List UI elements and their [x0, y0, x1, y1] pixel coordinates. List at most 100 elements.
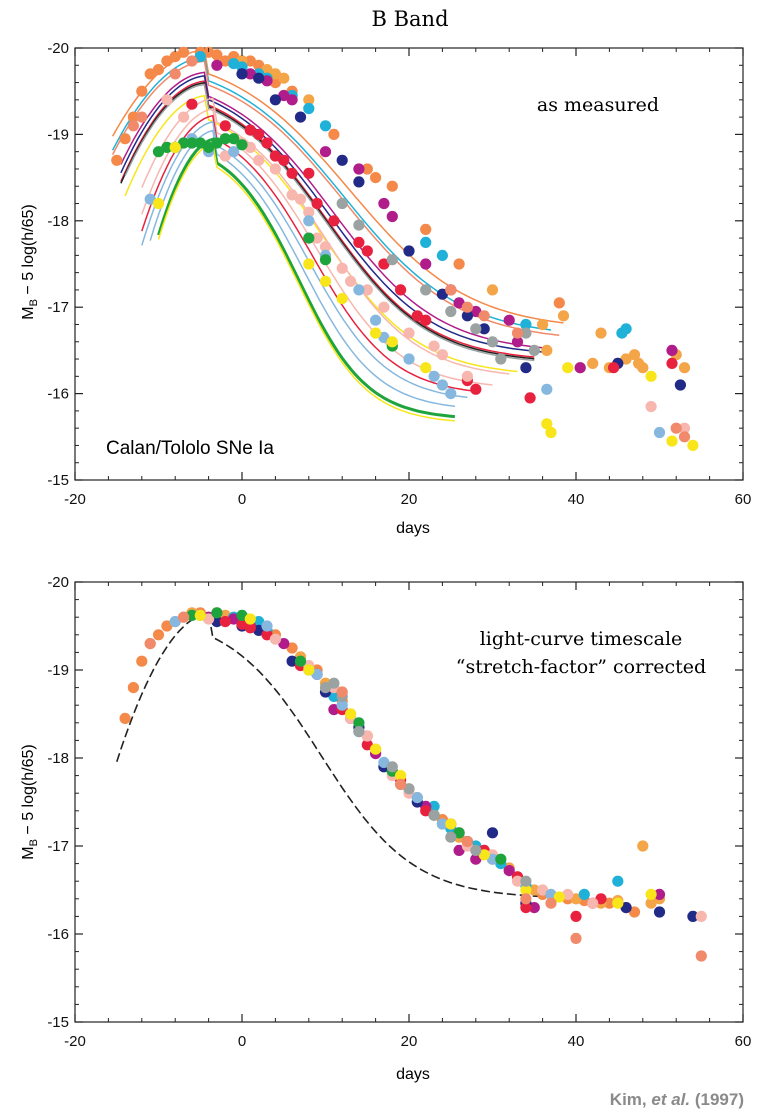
bottom-data-point	[403, 783, 415, 795]
top-data-point	[420, 314, 432, 326]
bottom-y-axis-label-main: M	[20, 846, 37, 859]
top-data-point	[228, 133, 240, 145]
top-data-point	[674, 379, 687, 391]
top-data-point	[620, 323, 632, 335]
bottom-data-point	[286, 655, 298, 667]
top-data-point	[319, 120, 332, 132]
top-data-point	[136, 111, 148, 123]
top-data-point	[144, 68, 156, 80]
bottom-data-point	[261, 620, 273, 632]
bottom-data-point	[520, 884, 532, 896]
bottom-data-point	[194, 609, 206, 622]
bottom-data-point	[486, 827, 499, 839]
top-data-point	[461, 310, 473, 322]
top-data-point	[353, 284, 365, 296]
top-y-tick-label: -15	[47, 472, 69, 489]
top-y-axis-label-main: M	[20, 306, 37, 319]
top-data-point	[278, 72, 290, 84]
top-data-point	[420, 258, 432, 270]
top-y-tick-label: -18	[47, 213, 69, 230]
bottom-y-tick-label: -18	[47, 750, 69, 767]
top-data-point	[453, 297, 465, 309]
top-data-point	[420, 284, 432, 296]
top-data-point	[445, 305, 457, 318]
top-data-point	[524, 392, 536, 404]
top-data-point	[520, 362, 532, 374]
bottom-data-point	[336, 686, 348, 698]
bottom-y-tick-label: -17	[47, 838, 69, 855]
top-data-point	[303, 206, 315, 218]
top-data-point	[461, 301, 473, 313]
top-data-point	[470, 383, 482, 395]
top-data-point	[319, 275, 332, 287]
top-data-point	[311, 232, 323, 244]
top-data-point	[152, 197, 165, 210]
top-template-curves	[111, 49, 564, 422]
top-data-point	[345, 275, 357, 287]
top-data-point	[653, 426, 666, 439]
bottom-data-point	[445, 831, 457, 843]
bottom-data-point	[470, 844, 482, 857]
bottom-data-point	[119, 712, 131, 725]
bottom-data-point	[294, 655, 307, 667]
top-data-point	[541, 383, 553, 395]
bottom-data-point	[528, 884, 540, 896]
top-data-point	[461, 370, 473, 382]
bottom-data-point	[620, 902, 632, 914]
bottom-x-tick-label: 0	[238, 1033, 246, 1050]
top-data-point	[211, 59, 223, 71]
bottom-data-point	[428, 809, 440, 821]
bottom-data-point	[144, 638, 156, 650]
top-data-point	[353, 219, 365, 231]
top-data-point	[428, 370, 440, 382]
bottom-data-point	[695, 910, 707, 923]
top-data-point	[470, 323, 482, 335]
bottom-data-point	[645, 897, 657, 909]
bottom-data-point	[428, 800, 440, 813]
top-data-point	[557, 310, 570, 322]
bottom-y-tick-label: -19	[47, 662, 69, 679]
bottom-data-point	[328, 704, 340, 716]
top-data-point	[361, 163, 373, 175]
top-data-point	[169, 51, 181, 63]
top-data-point	[319, 254, 332, 266]
top-data-point	[144, 193, 156, 205]
top-data-point	[453, 258, 465, 270]
top-data-point	[486, 336, 499, 348]
bottom-data-point	[136, 655, 148, 667]
bottom-data-point	[687, 910, 699, 923]
top-data-point	[537, 318, 549, 331]
bottom-y-tick-label: -15	[47, 1014, 69, 1031]
top-data-point	[269, 163, 281, 175]
top-y-axis-label-sub: B	[28, 299, 40, 306]
top-data-point	[136, 85, 148, 97]
top-data-point	[178, 46, 190, 58]
bottom-axis-ticks: -20 0 20 40 60 -20 -19 -18 -17 -16 -15	[47, 574, 751, 1050]
credit-year: (1997)	[695, 1090, 744, 1109]
top-y-axis-label: MB − 5 log(h/65)	[20, 204, 40, 319]
top-data-point	[186, 98, 198, 110]
bottom-data-point	[169, 616, 181, 628]
top-data-point	[378, 197, 390, 210]
top-data-point	[386, 336, 398, 348]
top-y-axis-label-rest: − 5 log(h/65)	[20, 204, 37, 299]
credit: Kim, et al. (1997)	[610, 1090, 744, 1109]
bottom-y-tick-label: -16	[47, 926, 69, 943]
top-y-tick-label: -19	[47, 126, 69, 143]
top-data-point	[219, 133, 231, 145]
top-y-tick-label: -17	[47, 299, 69, 316]
top-data-point	[620, 353, 632, 365]
top-data-point	[403, 245, 415, 257]
top-data-point	[303, 258, 315, 270]
bottom-y-axis-label-sub: B	[28, 839, 40, 846]
top-panel: -20 0 20 40 60 -20 -19 -18 -17 -16 -15 as measured…	[20, 40, 751, 537]
top-data-point	[520, 327, 532, 339]
top-data-point	[428, 340, 440, 352]
bottom-data-point	[261, 629, 273, 641]
bottom-data-point	[528, 902, 540, 914]
top-data-point	[562, 362, 574, 374]
bottom-data-point	[436, 818, 448, 830]
top-data-point	[645, 370, 657, 382]
top-data-point	[511, 327, 524, 339]
top-y-tick-label: -20	[47, 40, 69, 57]
